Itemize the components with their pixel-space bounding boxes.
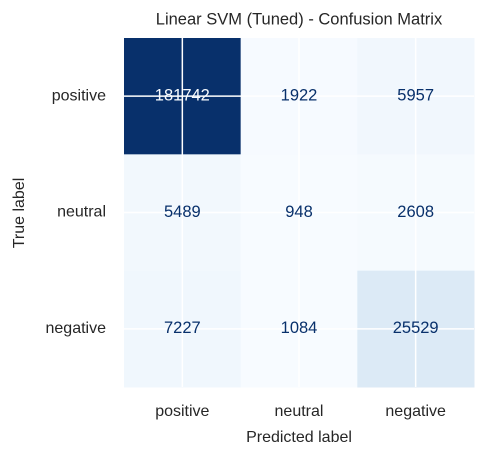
y-tick-label: negative bbox=[46, 320, 107, 337]
cell-label: 181742 bbox=[155, 87, 210, 105]
cell-label: 1084 bbox=[281, 319, 318, 337]
y-tick-label: neutral bbox=[57, 204, 106, 221]
cell-label: 948 bbox=[285, 203, 313, 221]
x-tick-label: positive bbox=[155, 403, 209, 420]
cell-label: 5489 bbox=[164, 203, 201, 221]
x-tick-label: negative bbox=[385, 403, 446, 420]
y-tick-label: positive bbox=[52, 87, 106, 104]
cell-label: 2608 bbox=[397, 203, 434, 221]
x-axis-label: Predicted label bbox=[246, 429, 352, 446]
cell-label: 7227 bbox=[164, 319, 201, 337]
chart-title: Linear SVM (Tuned) - Confusion Matrix bbox=[156, 10, 443, 28]
y-axis-label: True label bbox=[11, 178, 28, 249]
x-tick-label: neutral bbox=[275, 403, 324, 420]
cell-label: 25529 bbox=[393, 319, 439, 337]
cell-label: 1922 bbox=[281, 87, 318, 105]
cell-label: 5957 bbox=[397, 87, 434, 105]
